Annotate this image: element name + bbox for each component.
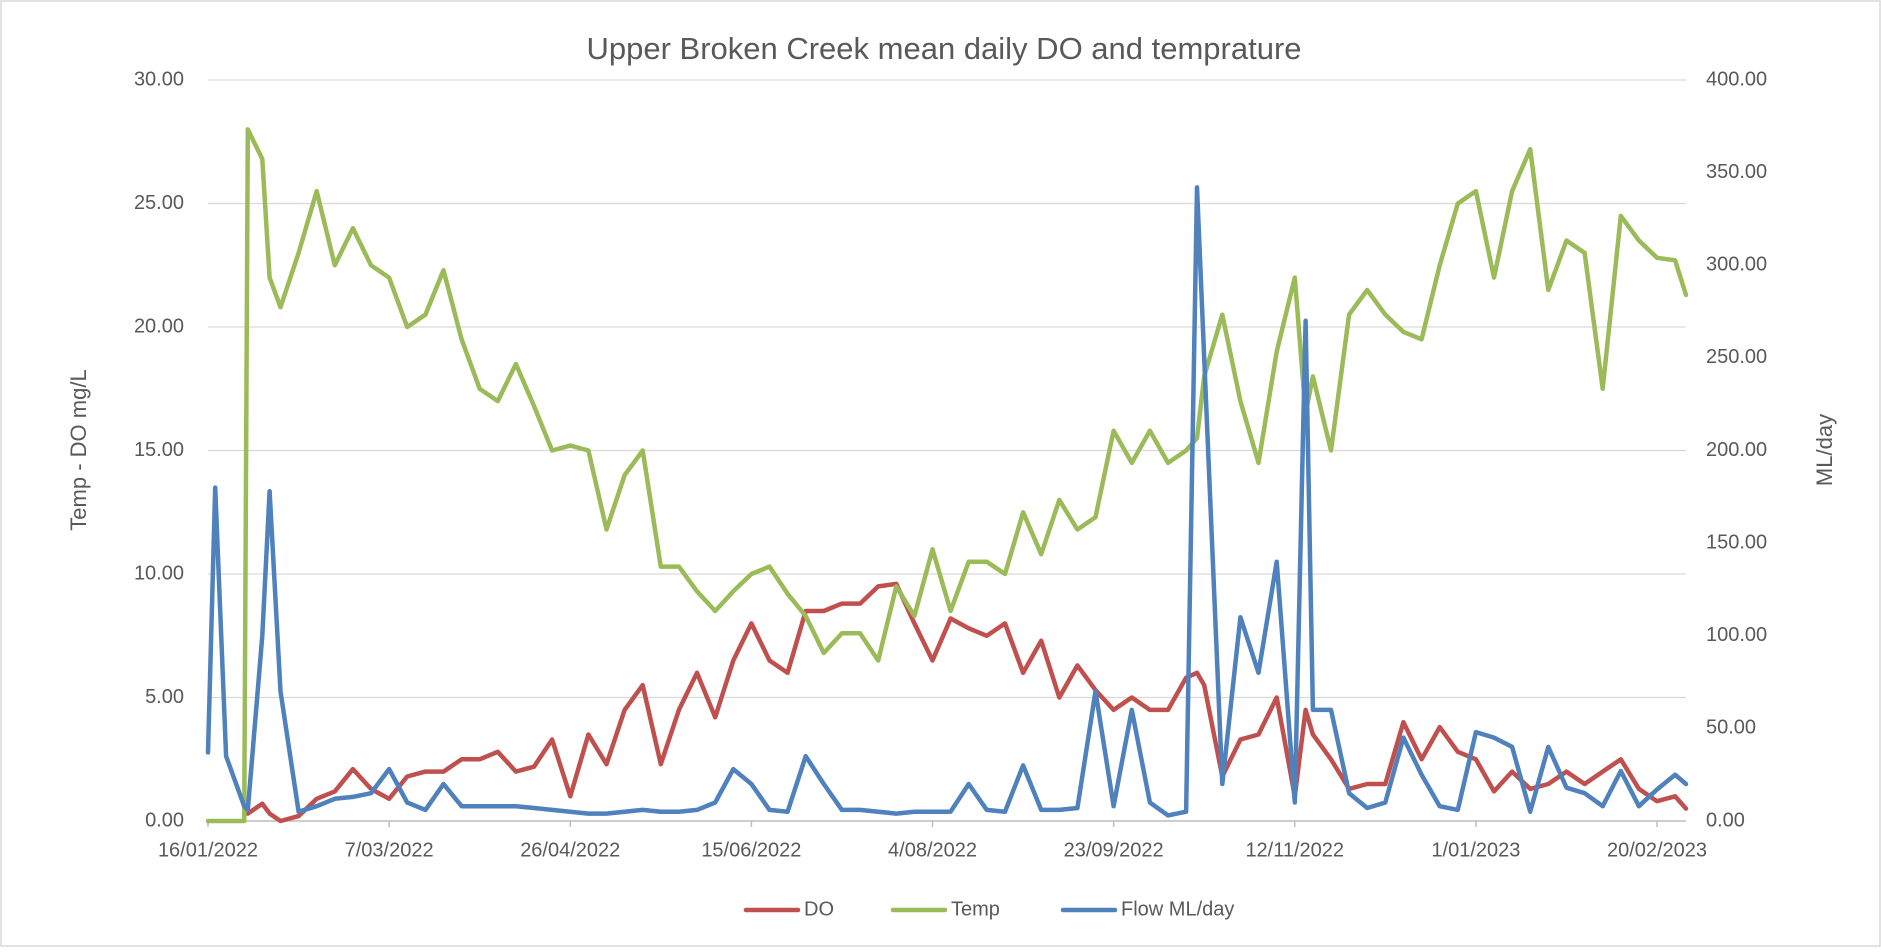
y2-tick-label: 200.00 [1706, 439, 1767, 461]
y2-tick-label: 350.00 [1706, 161, 1767, 183]
y-tick-label: 5.00 [145, 686, 184, 708]
y-tick-label: 20.00 [134, 315, 184, 337]
legend-label: DO [804, 898, 834, 920]
series-line [205, 127, 1689, 824]
y2-tick-label: 150.00 [1706, 531, 1767, 553]
y-tick-label: 10.00 [134, 562, 184, 584]
y2-tick-label: 100.00 [1706, 624, 1767, 646]
x-tick-label: 23/09/2022 [1064, 839, 1164, 861]
x-tick-label: 26/04/2022 [520, 839, 620, 861]
x-tick-label: 20/02/2023 [1607, 839, 1707, 861]
y-tick-label: 15.00 [134, 439, 184, 461]
y2-axis-label: ML/day [1812, 414, 1837, 486]
x-tick-label: 16/01/2022 [158, 839, 258, 861]
y-tick-label: 0.00 [145, 809, 184, 831]
x-tick-label: 12/11/2022 [1245, 839, 1344, 861]
x-tick-label: 1/01/2023 [1431, 839, 1520, 861]
y-axis-label: Temp - DO mg/L [66, 369, 91, 530]
series-line [241, 581, 1689, 824]
y2-tick-label: 0.00 [1706, 809, 1745, 831]
y2-tick-label: 50.00 [1706, 717, 1756, 739]
y2-tick-label: 250.00 [1706, 346, 1767, 368]
y2-tick-label: 300.00 [1706, 254, 1767, 276]
series-line [205, 185, 1689, 818]
x-tick-label: 4/08/2022 [888, 839, 977, 861]
y-tick-label: 25.00 [134, 192, 184, 214]
chart-title: Upper Broken Creek mean daily DO and tem… [586, 31, 1301, 66]
legend-label: Flow ML/day [1121, 898, 1234, 920]
y-tick-label: 30.00 [134, 68, 184, 90]
y2-tick-label: 400.00 [1706, 68, 1767, 90]
x-tick-label: 15/06/2022 [701, 839, 801, 861]
x-tick-label: 7/03/2022 [345, 839, 434, 861]
legend-label: Temp [951, 898, 1000, 920]
